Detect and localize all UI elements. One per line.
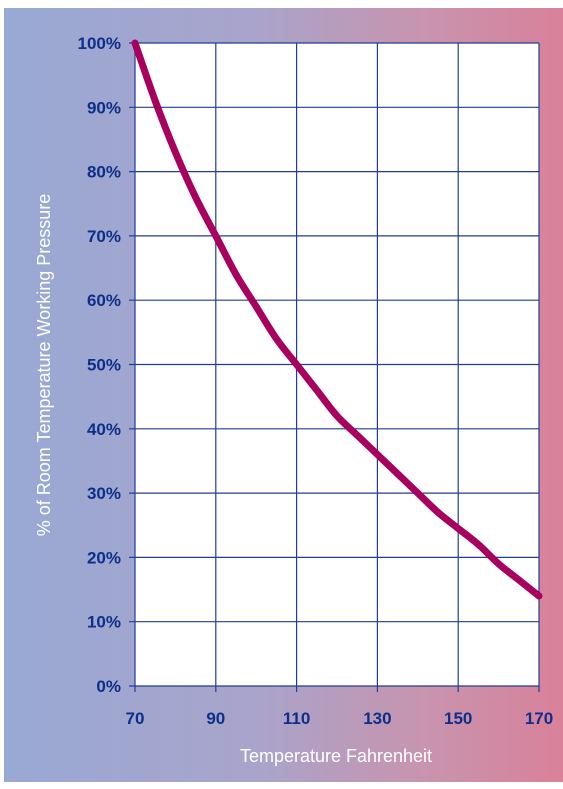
x-axis-title: Temperature Fahrenheit [240,746,432,766]
x-tick-label: 110 [283,709,310,728]
y-tick-label: 20% [87,548,121,567]
y-tick-label: 40% [87,420,121,439]
y-tick-label: 60% [87,291,121,310]
series-line [131,39,543,600]
x-tick-label: 150 [444,709,472,728]
x-tick-label: 130 [363,709,391,728]
x-tick-label: 170 [525,709,553,728]
x-tick-label: 90 [206,709,225,728]
y-tick-label: 50% [87,356,121,375]
y-tick-label: 80% [87,163,121,182]
y-tick-label: 70% [87,227,121,246]
y-tick-label: 100% [78,34,121,53]
y-tick-label: 0% [96,677,121,696]
y-tick-label: 30% [87,484,121,503]
y-tick-label: 10% [87,613,121,632]
y-tick-label: 90% [87,98,121,117]
y-axis-title: % of Room Temperature Working Pressure [34,194,54,536]
x-tick-label: 70 [126,709,145,728]
